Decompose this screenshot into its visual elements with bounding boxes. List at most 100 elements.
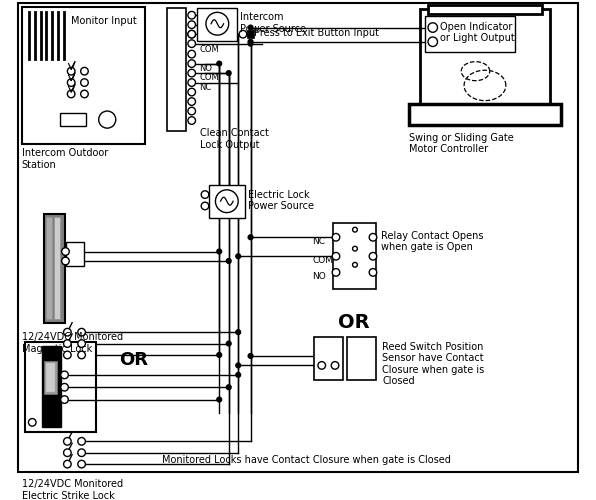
Circle shape	[67, 79, 75, 86]
Text: Intercom Outdoor
Station: Intercom Outdoor Station	[22, 148, 108, 170]
Bar	[209, 185, 245, 218]
Circle shape	[369, 252, 377, 260]
Circle shape	[236, 254, 241, 258]
Circle shape	[248, 25, 253, 30]
Circle shape	[236, 330, 241, 334]
Circle shape	[188, 79, 195, 86]
Text: COM: COM	[199, 73, 219, 82]
Text: Press to Exit Button Input: Press to Exit Button Input	[254, 28, 379, 38]
Circle shape	[61, 384, 69, 391]
Circle shape	[332, 234, 340, 241]
Circle shape	[64, 460, 71, 468]
Bar	[66, 242, 83, 266]
Circle shape	[78, 449, 85, 456]
Circle shape	[331, 362, 339, 369]
Circle shape	[239, 30, 247, 38]
Circle shape	[80, 90, 88, 98]
Circle shape	[318, 362, 325, 369]
Circle shape	[226, 341, 231, 346]
Circle shape	[67, 68, 75, 75]
Circle shape	[332, 252, 340, 260]
Bar	[46, 218, 52, 319]
Circle shape	[78, 351, 85, 359]
Text: NC: NC	[199, 82, 212, 92]
Circle shape	[428, 23, 437, 32]
Bar	[22, 6, 145, 144]
Bar	[60, 113, 86, 126]
Circle shape	[188, 70, 195, 77]
Circle shape	[64, 351, 71, 359]
Circle shape	[64, 340, 71, 347]
Circle shape	[78, 460, 85, 468]
Text: OR: OR	[338, 313, 370, 332]
Circle shape	[61, 371, 69, 378]
Bar	[314, 337, 343, 380]
Circle shape	[428, 37, 437, 46]
Circle shape	[188, 107, 195, 115]
Circle shape	[201, 202, 209, 210]
Circle shape	[332, 268, 340, 276]
Bar	[167, 8, 186, 131]
Circle shape	[61, 257, 69, 265]
Text: Reed Switch Position
Sensor have Contact
Closure when gate is
Closed: Reed Switch Position Sensor have Contact…	[383, 342, 485, 386]
Bar	[420, 10, 550, 109]
Bar	[42, 346, 61, 427]
Circle shape	[188, 116, 195, 124]
Text: NO: NO	[199, 64, 212, 72]
Circle shape	[248, 40, 253, 44]
Circle shape	[217, 397, 222, 402]
Circle shape	[78, 438, 85, 445]
Circle shape	[99, 111, 116, 128]
Text: NC: NC	[312, 236, 325, 246]
Text: Clean Contact
Lock Output: Clean Contact Lock Output	[200, 128, 269, 150]
Circle shape	[226, 70, 231, 76]
Text: Relay Contact Opens
when gate is Open: Relay Contact Opens when gate is Open	[381, 230, 483, 252]
Bar	[44, 214, 64, 322]
Text: Electric Lock
Power Source: Electric Lock Power Source	[248, 190, 313, 212]
Circle shape	[78, 340, 85, 347]
Circle shape	[353, 246, 358, 251]
Circle shape	[80, 79, 88, 86]
Text: COM: COM	[199, 44, 219, 54]
Circle shape	[369, 268, 377, 276]
Circle shape	[353, 228, 358, 232]
Circle shape	[217, 61, 222, 66]
Bar	[24, 342, 96, 432]
Circle shape	[64, 449, 71, 456]
Bar	[197, 8, 237, 41]
Text: COM: COM	[312, 256, 333, 264]
Circle shape	[188, 21, 195, 28]
Circle shape	[353, 262, 358, 267]
Circle shape	[215, 190, 238, 212]
Circle shape	[64, 438, 71, 445]
Circle shape	[188, 50, 195, 58]
Text: Monitor Input: Monitor Input	[71, 16, 137, 26]
Circle shape	[188, 12, 195, 19]
Bar	[409, 104, 561, 126]
Circle shape	[188, 30, 195, 38]
Circle shape	[80, 68, 88, 75]
Text: 12/24VDC Monitored
Magnetic Lock: 12/24VDC Monitored Magnetic Lock	[22, 332, 123, 354]
Circle shape	[217, 249, 222, 254]
Circle shape	[78, 328, 85, 336]
Bar	[333, 223, 376, 290]
Bar	[425, 16, 516, 52]
Bar	[45, 362, 55, 392]
Circle shape	[188, 40, 195, 48]
Circle shape	[236, 363, 241, 368]
Circle shape	[67, 90, 75, 98]
Circle shape	[236, 372, 241, 378]
Circle shape	[217, 352, 222, 358]
Circle shape	[206, 12, 229, 35]
Circle shape	[201, 191, 209, 198]
Bar	[44, 360, 57, 394]
Bar	[428, 4, 542, 14]
Circle shape	[369, 234, 377, 241]
Text: OR: OR	[120, 351, 148, 369]
Bar	[54, 218, 60, 319]
Circle shape	[226, 258, 231, 264]
Circle shape	[248, 32, 253, 36]
Circle shape	[29, 418, 36, 426]
Text: NO: NO	[312, 272, 326, 280]
Circle shape	[61, 248, 69, 256]
